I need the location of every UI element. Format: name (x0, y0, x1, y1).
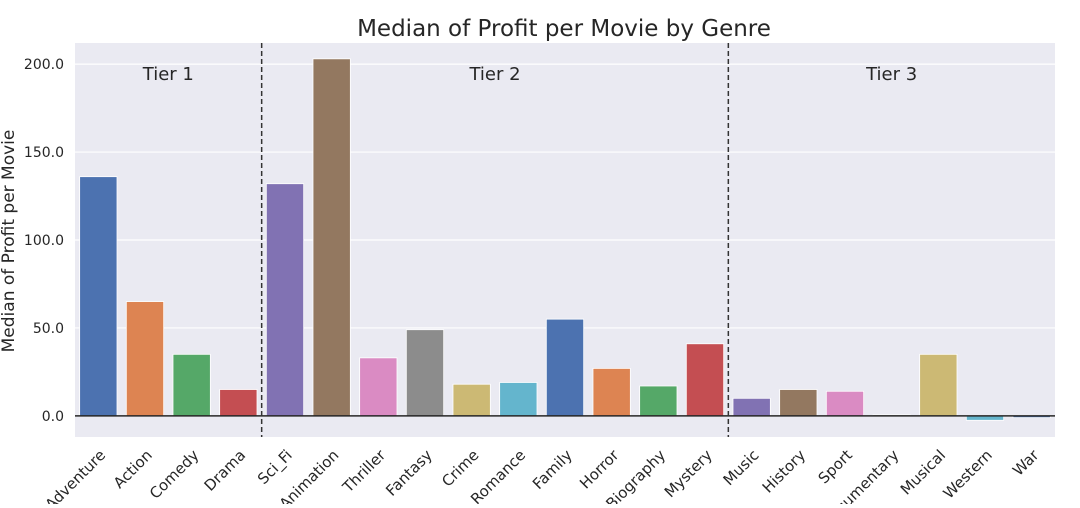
y-axis-label: Median of Profit per Movie (0, 130, 19, 353)
x-tick-label: Western (940, 446, 996, 502)
tier-label: Tier 1 (142, 64, 194, 85)
x-tick-label: Music (720, 446, 763, 489)
bar-comedy (172, 353, 211, 417)
x-tick-label: Fantasy (382, 446, 436, 500)
x-tick-label: Mystery (661, 446, 716, 501)
bar-romance (499, 382, 538, 417)
x-tick-label: War (1009, 446, 1043, 480)
bars (75, 58, 1055, 421)
bar-family (545, 318, 585, 417)
bar-fantasy (405, 329, 445, 417)
y-tick-label: 0.0 (42, 409, 64, 425)
bar-horror (592, 368, 631, 417)
bar-drama (219, 389, 258, 417)
bar-musical (919, 353, 958, 417)
x-tick-label: History (759, 446, 810, 497)
x-tick-label: Adventure (42, 446, 110, 504)
x-tick-label: Sport (815, 446, 856, 487)
y-tick-label: 50.0 (33, 321, 64, 337)
bar-sci-fi (265, 183, 305, 417)
x-tick-label: Action (110, 446, 156, 492)
tier-label: Tier 3 (865, 64, 917, 85)
tier-label: Tier 2 (468, 64, 520, 85)
bar-crime (452, 383, 491, 417)
bar-thriller (359, 357, 398, 417)
tier-separators (260, 43, 730, 437)
x-tick-label: Comedy (146, 446, 203, 503)
bar-sport (825, 390, 865, 417)
bar-mystery (685, 343, 725, 417)
bar-animation (312, 58, 351, 417)
bar-adventure (79, 176, 118, 417)
y-tick-label: 200.0 (24, 57, 64, 73)
bar-history (779, 389, 818, 417)
x-tick-label: Crime (438, 446, 482, 490)
bar-music (732, 397, 771, 417)
x-tick-label: Family (529, 446, 576, 493)
y-tick-label: 100.0 (24, 233, 64, 249)
bar-action (125, 301, 165, 417)
chart-title: Median of Profit per Movie by Genre (357, 16, 771, 42)
y-tick-label: 150.0 (24, 145, 64, 161)
x-tick-label: Drama (201, 446, 250, 495)
tier-labels: Tier 1 Tier 2 Tier 3 (142, 64, 917, 85)
x-tick-label: Sci_Fi (254, 446, 297, 489)
y-tick-labels: 0.0 50.0 100.0 150.0 200.0 (24, 57, 64, 425)
x-tick-label: Thriller (338, 446, 389, 497)
bar-biography (639, 385, 678, 417)
